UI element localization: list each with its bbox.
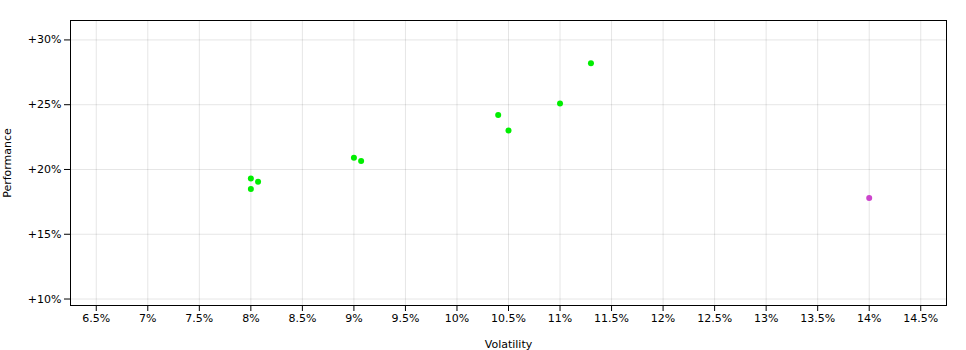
svg-text:+10%: +10% (28, 293, 62, 306)
svg-text:11.5%: 11.5% (594, 312, 629, 325)
svg-text:13%: 13% (754, 312, 778, 325)
svg-text:14.5%: 14.5% (903, 312, 938, 325)
svg-text:7%: 7% (139, 312, 156, 325)
svg-text:+15%: +15% (28, 228, 62, 241)
svg-text:+30%: +30% (28, 33, 62, 46)
svg-text:12.5%: 12.5% (697, 312, 732, 325)
svg-text:12%: 12% (651, 312, 675, 325)
svg-text:6.5%: 6.5% (82, 312, 110, 325)
svg-text:9%: 9% (345, 312, 362, 325)
svg-text:14%: 14% (857, 312, 881, 325)
svg-text:11%: 11% (548, 312, 572, 325)
svg-text:8%: 8% (242, 312, 259, 325)
svg-text:13.5%: 13.5% (800, 312, 835, 325)
svg-text:7.5%: 7.5% (185, 312, 213, 325)
svg-text:9.5%: 9.5% (391, 312, 419, 325)
svg-text:+25%: +25% (28, 98, 62, 111)
svg-text:Performance: Performance (1, 128, 14, 198)
svg-text:+20%: +20% (28, 163, 62, 176)
svg-text:10%: 10% (445, 312, 469, 325)
svg-text:Volatility: Volatility (485, 338, 533, 350)
svg-text:8.5%: 8.5% (288, 312, 316, 325)
svg-text:10.5%: 10.5% (491, 312, 526, 325)
